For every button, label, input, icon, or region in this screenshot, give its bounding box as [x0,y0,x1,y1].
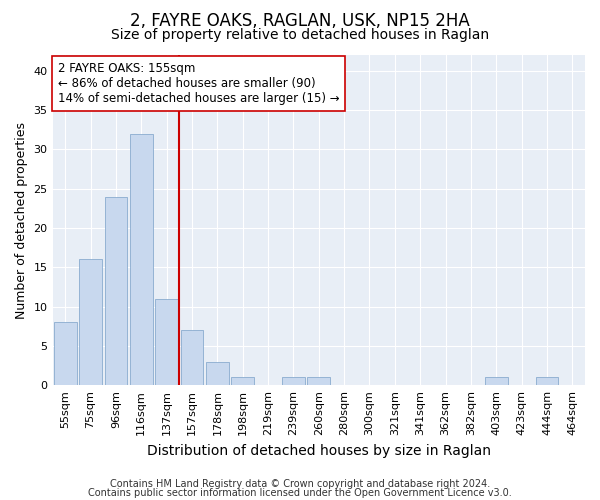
Bar [485,378,508,385]
Bar [79,260,102,385]
Bar [104,196,127,385]
Text: Size of property relative to detached houses in Raglan: Size of property relative to detached ho… [111,28,489,42]
Text: Contains public sector information licensed under the Open Government Licence v3: Contains public sector information licen… [88,488,512,498]
Bar [181,330,203,385]
Text: Contains HM Land Registry data © Crown copyright and database right 2024.: Contains HM Land Registry data © Crown c… [110,479,490,489]
Bar [155,298,178,385]
Bar [54,322,77,385]
Text: 2, FAYRE OAKS, RAGLAN, USK, NP15 2HA: 2, FAYRE OAKS, RAGLAN, USK, NP15 2HA [130,12,470,30]
Bar [231,378,254,385]
Bar [307,378,330,385]
X-axis label: Distribution of detached houses by size in Raglan: Distribution of detached houses by size … [147,444,491,458]
Text: 2 FAYRE OAKS: 155sqm
← 86% of detached houses are smaller (90)
14% of semi-detac: 2 FAYRE OAKS: 155sqm ← 86% of detached h… [58,62,340,104]
Bar [206,362,229,385]
Y-axis label: Number of detached properties: Number of detached properties [15,122,28,318]
Bar [282,378,305,385]
Bar [130,134,152,385]
Bar [536,378,559,385]
